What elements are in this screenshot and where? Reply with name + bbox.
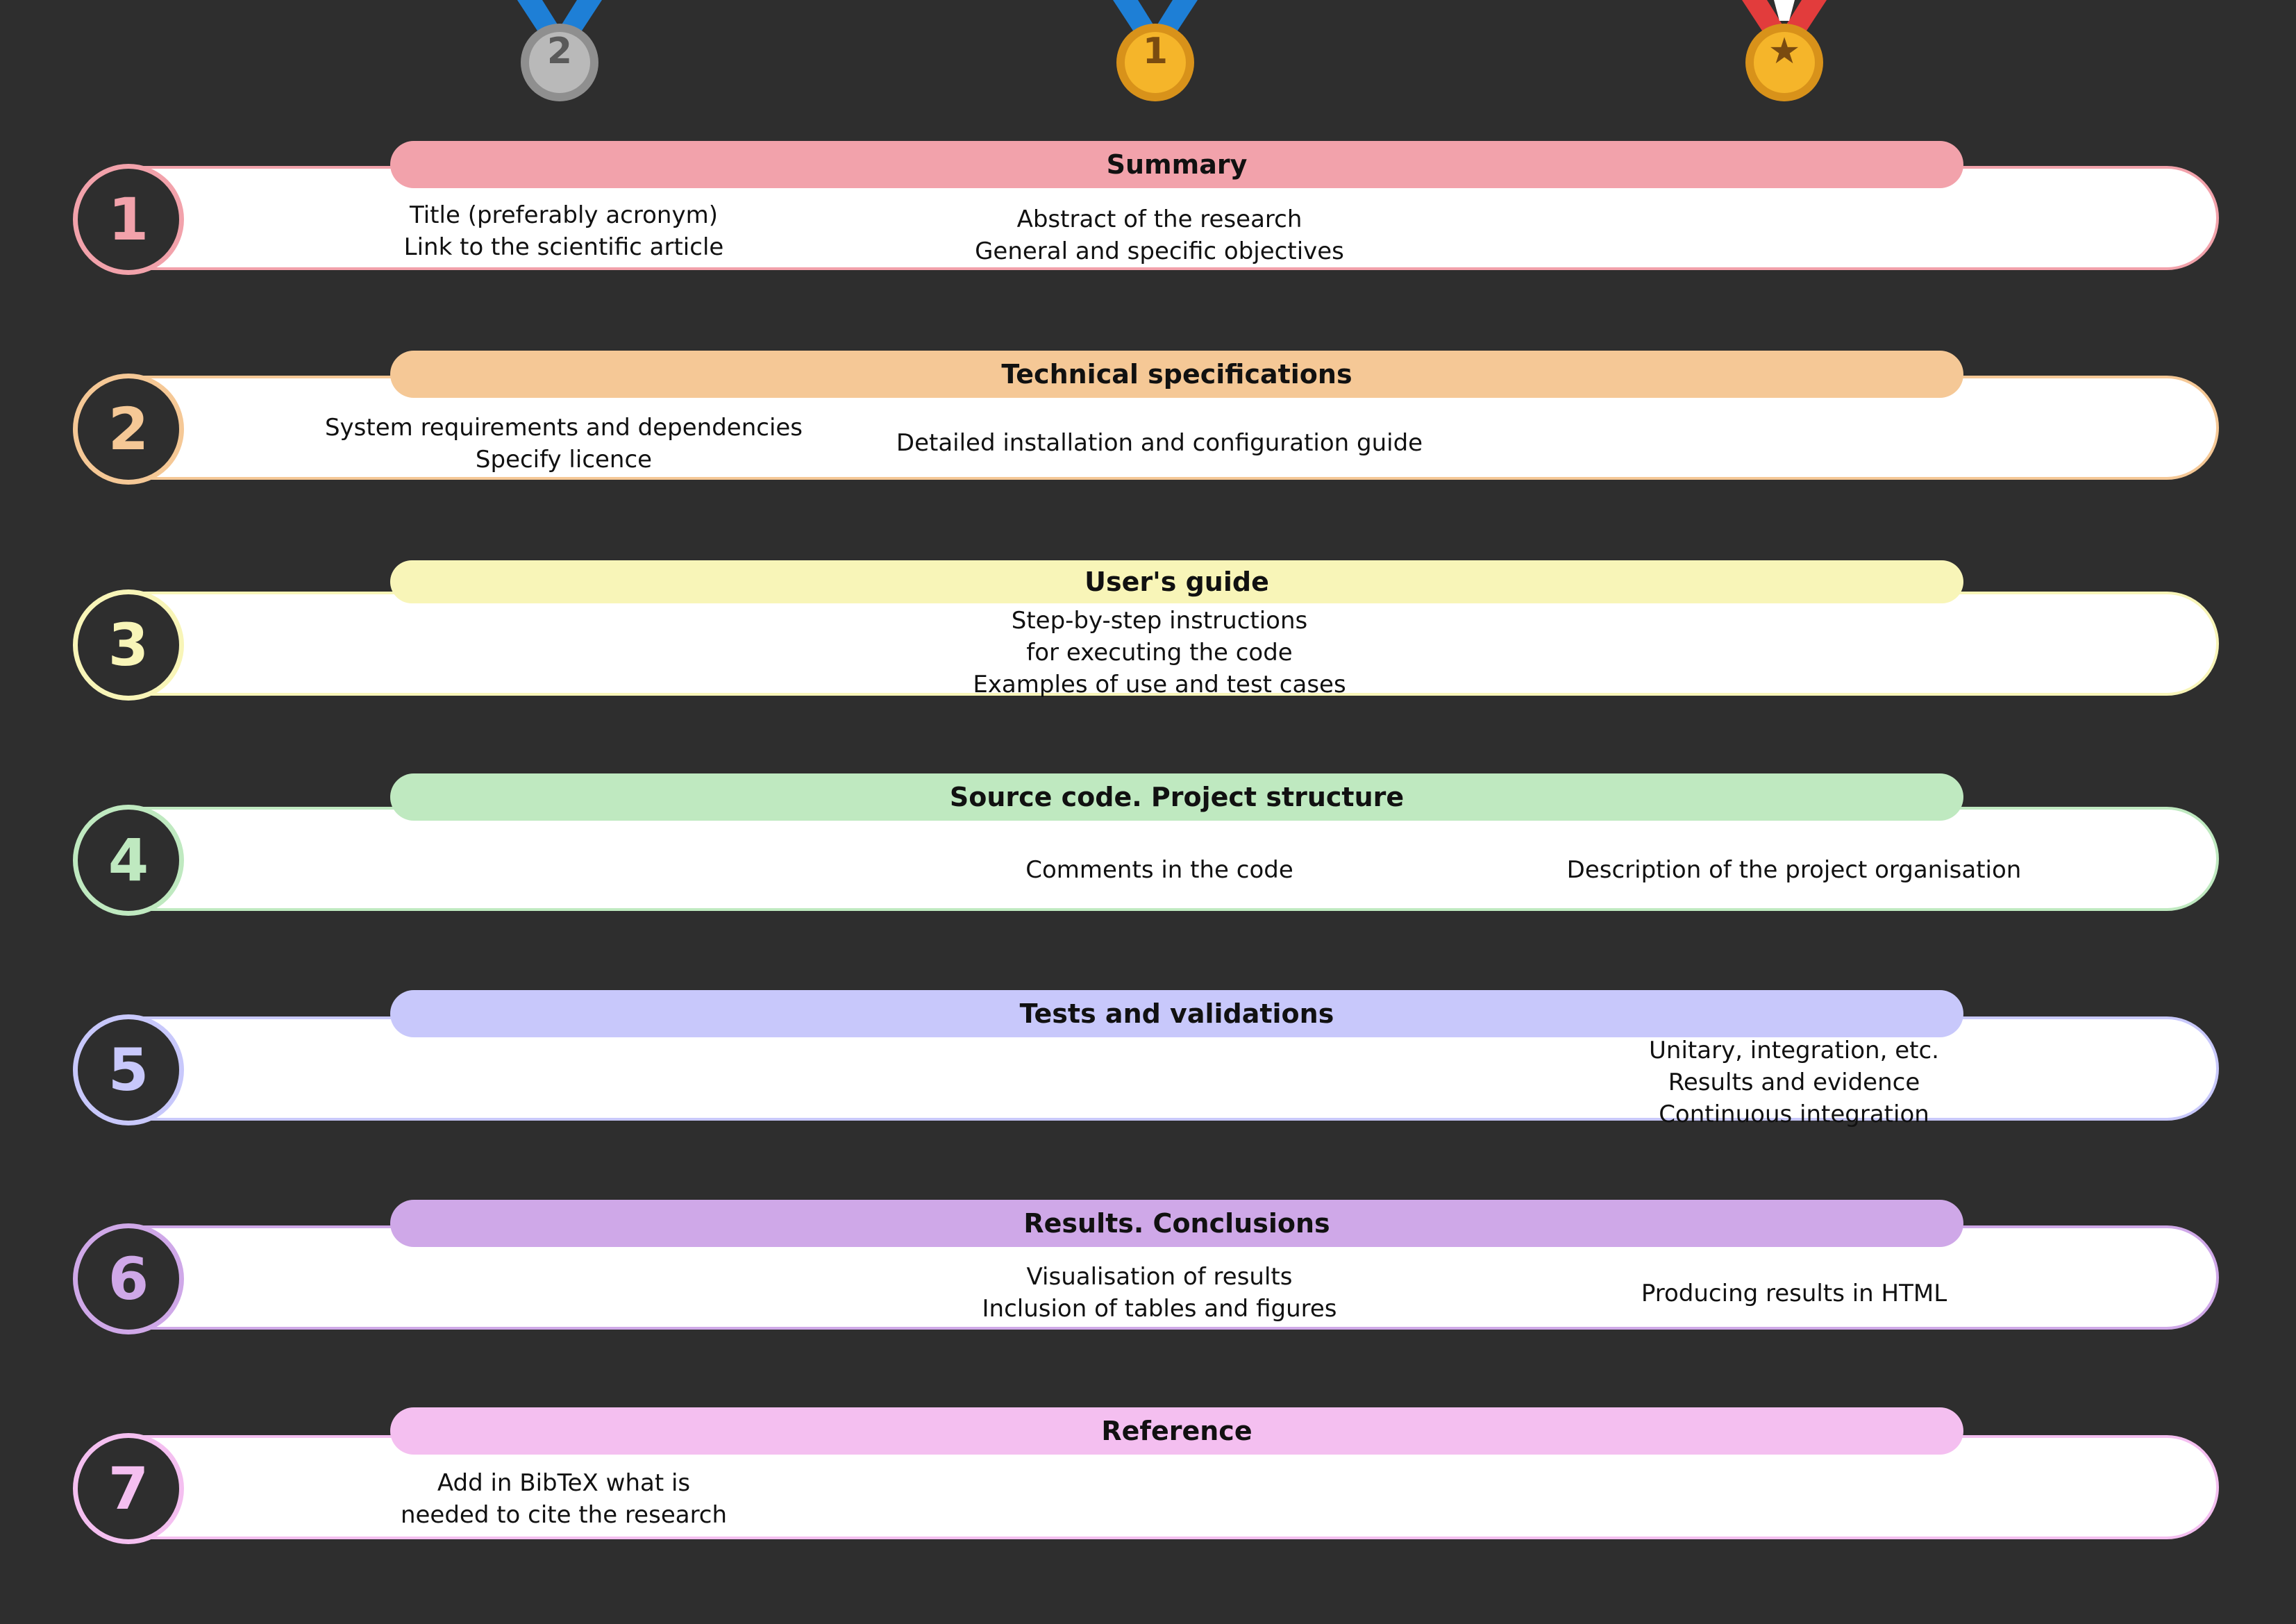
col3-text: Unitary, integration, etc. Results and ev…	[1482, 1035, 2106, 1130]
section-bar	[76, 592, 2219, 696]
section-title: Technical specifications	[390, 351, 1963, 398]
section-number: 2	[73, 374, 184, 485]
text-line: System requirements and dependencies	[324, 414, 803, 442]
section-reference: 7 Reference Add in BibTeX what is needed …	[0, 1407, 2296, 1546]
text-line: Title (preferably acronym)	[410, 201, 718, 229]
text-line: Detailed installation and configuration …	[896, 429, 1423, 457]
col2-text: Visualisation of results Inclusion of tab…	[847, 1261, 1472, 1325]
section-title: Tests and validations	[390, 990, 1963, 1037]
text-line: Abstract of the research	[1016, 206, 1302, 233]
section-number: 1	[73, 164, 184, 275]
col2-text: Abstract of the research General and spec…	[847, 203, 1472, 267]
col1-text: Title (preferably acronym) Link to the sc…	[251, 199, 876, 263]
text-line: Link to the scientific article	[403, 233, 724, 261]
section-source-code: 4 Source code. Project structure Comment…	[0, 773, 2296, 916]
col2-text: Comments in the code	[847, 854, 1472, 886]
text-line: Examples of use and test cases	[973, 671, 1346, 698]
text-line: for executing the code	[1026, 639, 1293, 667]
col1-text: System requirements and dependencies Spec…	[251, 412, 876, 476]
section-title: User's guide	[390, 560, 1963, 603]
section-users-guide: 3 User's guide Step-by-step instructions…	[0, 560, 2296, 701]
medal-second-icon: 2	[509, 0, 610, 104]
text-line: General and specific objectives	[975, 237, 1344, 265]
section-title: Source code. Project structure	[390, 773, 1963, 821]
text-line: Producing results in HTML	[1641, 1280, 1947, 1307]
section-summary: 1 Summary Title (preferably acronym) Link…	[0, 141, 2296, 280]
text-line: Step-by-step instructions	[1011, 607, 1308, 635]
section-number: 5	[73, 1014, 184, 1125]
medal-label: 1	[1142, 31, 1168, 72]
section-number: 4	[73, 805, 184, 916]
text-line: Comments in the code	[1025, 856, 1293, 884]
text-line: Visualisation of results	[1026, 1263, 1293, 1291]
medal-star-icon: ★	[1734, 0, 1835, 104]
section-title: Results. Conclusions	[390, 1200, 1963, 1247]
medal-first-icon: 1	[1105, 0, 1206, 104]
section-title: Reference	[390, 1407, 1963, 1455]
col2-text: Step-by-step instructions for executing t…	[847, 605, 1472, 701]
col3-text: Producing results in HTML	[1482, 1278, 2106, 1309]
section-number: 3	[73, 589, 184, 701]
text-line: Inclusion of tables and figures	[982, 1295, 1337, 1323]
text-line: Results and evidence	[1668, 1069, 1920, 1096]
text-line: Unitary, integration, etc.	[1649, 1037, 1939, 1064]
col3-text: Description of the project organisation	[1482, 854, 2106, 886]
text-line: Add in BibTeX what is	[437, 1469, 691, 1497]
text-line: Continuous integration	[1659, 1100, 1929, 1128]
col2-text: Detailed installation and configuration …	[847, 427, 1472, 459]
text-line: Specify licence	[475, 446, 653, 474]
section-results-conclusions: 6 Results. Conclusions Visualisation of …	[0, 1200, 2296, 1339]
section-number: 6	[73, 1223, 184, 1334]
text-line: Description of the project organisation	[1566, 856, 2022, 884]
col1-text: Add in BibTeX what is needed to cite the …	[251, 1467, 876, 1531]
section-technical-specifications: 2 Technical specifications System requir…	[0, 351, 2296, 489]
medal-label: 2	[546, 31, 573, 72]
section-title: Summary	[390, 141, 1963, 188]
section-tests-validations: 5 Tests and validations Unitary, integra…	[0, 990, 2296, 1129]
text-line: needed to cite the research	[400, 1501, 728, 1529]
section-number: 7	[73, 1433, 184, 1544]
medal-label: ★	[1768, 31, 1801, 72]
